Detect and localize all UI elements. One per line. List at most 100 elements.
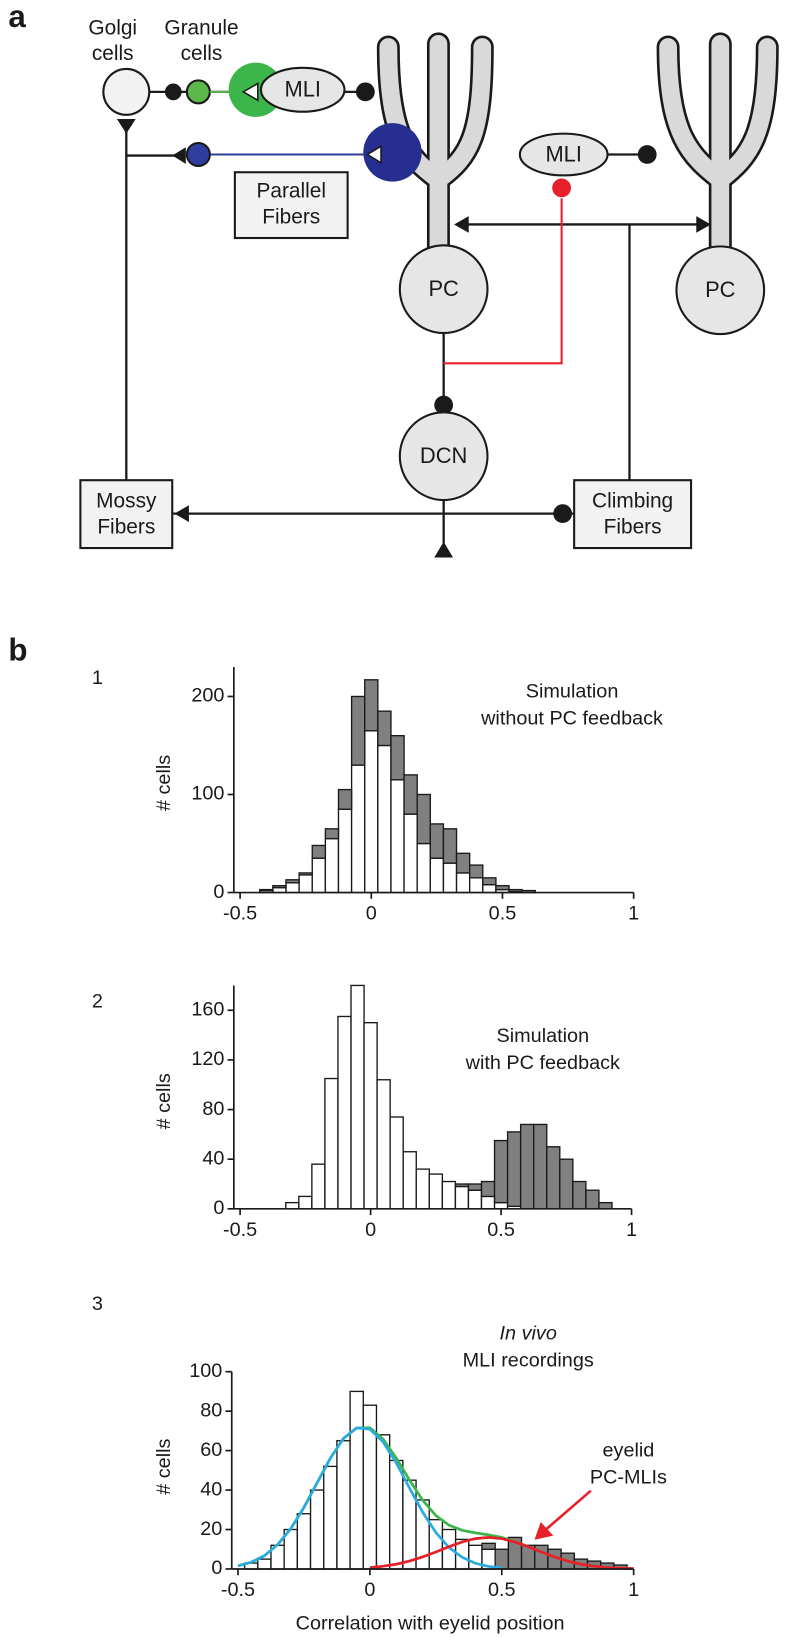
bar [323, 1465, 338, 1570]
bar [493, 1139, 509, 1204]
y-tick-label: 0 [213, 881, 224, 903]
x-tick-label: 1 [628, 903, 639, 925]
bar [467, 1183, 483, 1191]
y-axis-label: # cells [153, 1073, 175, 1129]
y-axis-label: # cells [153, 1438, 175, 1494]
mossy-label: Mossy [96, 490, 157, 513]
y-tick-label: 0 [211, 1557, 222, 1579]
figure-content: a Golgi cells Granule cells MLI Parallel… [8, 0, 779, 1635]
callout-arrowhead [534, 1522, 554, 1540]
mossy-fibers-box [79, 479, 174, 550]
bar [533, 1123, 548, 1210]
x-tick-label: 1 [628, 1579, 639, 1601]
bar [349, 1390, 364, 1570]
synapse [172, 147, 186, 164]
pc-label: PC [705, 277, 735, 302]
synapse [241, 82, 259, 102]
x-tick-label: 0 [365, 1219, 376, 1241]
bar [337, 788, 353, 810]
bar [441, 1180, 457, 1210]
bar [454, 1185, 470, 1210]
bar [285, 879, 300, 884]
panel-label: a [8, 0, 26, 34]
y-tick-label: 80 [200, 1399, 222, 1421]
dcn-cell [398, 411, 489, 502]
y-axis-label: # cells [153, 755, 175, 811]
bar [559, 1158, 574, 1210]
bar [337, 1015, 352, 1210]
x-tick-label: -0.5 [223, 1219, 257, 1241]
synapse [552, 178, 572, 198]
mossy-label: Fibers [97, 516, 155, 539]
feedback-path [443, 198, 563, 365]
climbing-fibers-box [573, 479, 693, 550]
pc-dendrite [656, 32, 779, 268]
granule-label: Granule [164, 17, 238, 40]
panel-number: 2 [92, 990, 103, 1012]
synapse [696, 216, 711, 233]
bar [364, 679, 379, 732]
golgi-cell [102, 67, 151, 116]
annotation: Simulation [497, 1025, 590, 1047]
bar [364, 730, 379, 894]
bar [257, 1558, 272, 1570]
bar [324, 828, 340, 840]
bar [350, 764, 366, 894]
bar [311, 857, 327, 894]
bar [495, 884, 510, 891]
granule-cell [185, 79, 211, 105]
fit-curve [369, 1536, 634, 1570]
bar [468, 877, 484, 894]
bar [480, 1180, 496, 1198]
bar [506, 1131, 522, 1208]
bar [467, 1189, 483, 1210]
bar [402, 1151, 417, 1210]
y-tick-label: 160 [191, 998, 224, 1020]
x-tick-label: 0 [366, 903, 377, 925]
bar [336, 1440, 351, 1570]
bar [468, 864, 484, 879]
bar [285, 882, 300, 894]
dcn-label: DCN [420, 443, 467, 468]
x-tick-label: 0.5 [487, 1219, 515, 1241]
parallel-label: Parallel [256, 180, 326, 203]
bar [285, 1201, 300, 1210]
y-tick-label: 40 [200, 1478, 222, 1500]
golgi-label: Golgi [88, 17, 137, 40]
parallel-fibers-box [233, 171, 349, 240]
y-tick-label: 0 [213, 1197, 224, 1219]
bar [455, 872, 471, 894]
panel-number: 3 [92, 1293, 103, 1315]
synapse [553, 504, 573, 523]
x-tick-label: 0 [364, 1579, 375, 1601]
bar [493, 1201, 509, 1210]
annotation: without PC feedback [480, 707, 663, 729]
mli-cell [259, 66, 346, 113]
synapse [355, 82, 375, 102]
annotation: Simulation [526, 680, 619, 702]
bar [442, 862, 458, 894]
parallel-label: Fibers [262, 206, 320, 229]
bar [482, 884, 497, 894]
synapse [434, 395, 454, 415]
bar [455, 852, 471, 874]
bar [324, 1077, 339, 1210]
bar [572, 1180, 587, 1210]
bar [415, 1168, 430, 1210]
bar [482, 877, 497, 886]
bar [585, 1189, 600, 1210]
y-tick-label: 60 [200, 1439, 222, 1461]
bar [416, 793, 431, 845]
synapse-highlight [363, 123, 422, 182]
bar [416, 842, 431, 894]
bar [480, 1195, 496, 1210]
x-tick-label: -0.5 [221, 1579, 255, 1601]
mli-label: MLI [545, 141, 582, 166]
climbing-label: Climbing [592, 490, 673, 513]
panel-label: b [8, 633, 27, 668]
